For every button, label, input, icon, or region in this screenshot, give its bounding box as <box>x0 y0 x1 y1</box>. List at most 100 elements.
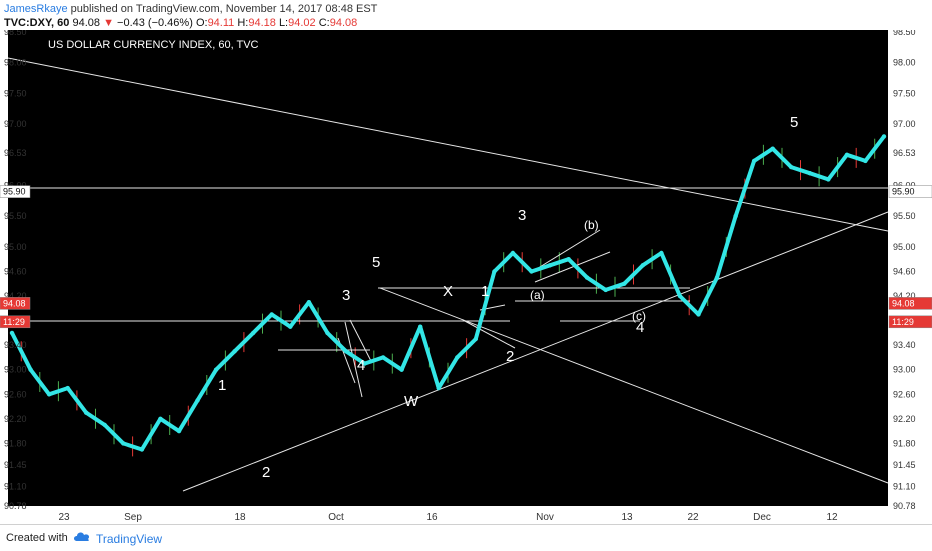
y-tick-right: 91.10 <box>893 481 916 491</box>
channel-b-upper <box>534 229 601 271</box>
price-point <box>807 171 812 176</box>
y-tick-right: 91.80 <box>893 438 916 448</box>
low-value: 94.02 <box>288 17 316 29</box>
y-tick-left: 91.80 <box>4 438 27 448</box>
y-tick-left: 93.40 <box>4 340 27 350</box>
price-flag: 94.08 <box>888 297 932 310</box>
price-point <box>547 263 553 268</box>
y-tick-right: 94.20 <box>893 291 916 301</box>
y-tick-left: 92.20 <box>4 414 27 424</box>
fan-line-3 <box>349 319 373 364</box>
price-chart[interactable]: US DOLLAR CURRENCY INDEX, 60, TVC 1 2 3 … <box>0 30 932 524</box>
wave-label-1b: 1 <box>481 283 489 300</box>
price-point <box>622 281 627 286</box>
y-tick-right: 90.78 <box>893 501 916 511</box>
wave-label-3: 3 <box>342 287 350 304</box>
wave-label-x: X <box>443 283 453 300</box>
fan-line-1 <box>344 321 363 398</box>
price-flag-box <box>888 185 932 198</box>
x-axis[interactable]: 23 Sep 18 Oct 16 Nov 13 22 Dec 12 <box>58 512 838 523</box>
series-layer <box>9 134 887 452</box>
price-point <box>139 447 145 452</box>
trendlines <box>7 57 889 492</box>
last-price: 94.08 <box>72 17 101 29</box>
close-value: 94.08 <box>329 17 358 29</box>
price-flag: 11:29 <box>888 315 932 329</box>
y-tick-right: 98.50 <box>893 30 916 37</box>
price-flag-label: 95.90 <box>3 187 26 197</box>
wave-label-b: (b) <box>584 218 599 232</box>
x-tick: Nov <box>536 512 554 523</box>
x-tick: 13 <box>621 512 633 523</box>
price-flags: 95.90 95.90 94.08 94.08 11:29 11:29 <box>0 185 932 329</box>
price-point <box>102 422 108 428</box>
price-flag: 94.08 <box>0 297 31 310</box>
price-point <box>844 152 850 157</box>
wave-label-4: 4 <box>357 357 365 374</box>
price-point <box>677 293 683 299</box>
price-flag-label: 95.90 <box>892 187 915 197</box>
price-point <box>714 275 720 280</box>
y-tick-left: 92.60 <box>4 389 27 399</box>
y-tick-left: 97.00 <box>4 119 27 129</box>
y-tick-left: 90.78 <box>4 501 27 511</box>
wave-label-a: (a) <box>530 288 545 302</box>
y-tick-right: 97.50 <box>893 88 916 98</box>
price-point <box>733 214 738 219</box>
price-point <box>380 355 386 360</box>
price-point <box>863 158 868 164</box>
x-tick: 18 <box>234 512 246 523</box>
wave-label-3b: 3 <box>518 207 526 224</box>
tradingview-brand: TradingView <box>96 532 163 546</box>
chart-title: US DOLLAR CURRENCY INDEX, 60, TVC <box>48 39 259 51</box>
symbol-label: TVC:DXY, 60 <box>4 17 70 29</box>
x-tick: Sep <box>124 512 142 523</box>
low-label: L: <box>278 17 289 29</box>
price-point <box>529 269 534 274</box>
y-tick-right: 96.53 <box>893 148 916 158</box>
price-point <box>362 361 367 366</box>
open-label: O: <box>195 17 208 29</box>
author-link[interactable]: JamesRkaye <box>4 3 68 15</box>
price-flag-box <box>888 297 932 310</box>
open-value: 94.11 <box>207 17 235 29</box>
price-point <box>288 324 293 329</box>
price-point <box>46 392 52 397</box>
dxy-price-line <box>10 135 886 452</box>
y-tick-right: 91.45 <box>893 460 916 470</box>
chart-header: JamesRkaye published on TradingView.com,… <box>4 2 928 30</box>
high-label: H: <box>237 17 249 29</box>
close-label: C: <box>318 17 330 29</box>
price-flag-label: 94.08 <box>3 298 26 308</box>
price-change: −0.43 (−0.46%) <box>117 17 193 29</box>
x-tick: Dec <box>753 512 771 523</box>
price-point <box>492 269 497 274</box>
y-tick-left: 95.50 <box>4 211 27 221</box>
wave-label-2: 2 <box>262 464 270 481</box>
wave-labels: 1 2 3 4 5 W X 1 2 3 (a) (b) (c) 4 5 <box>218 114 798 481</box>
price-flag-box <box>888 315 932 329</box>
price-point <box>603 287 608 293</box>
price-flag: 95.90 <box>0 185 31 198</box>
price-point <box>789 164 794 170</box>
high-value: 94.18 <box>248 17 276 29</box>
tradingview-logo[interactable]: TradingView <box>72 529 162 546</box>
price-point <box>269 312 274 317</box>
price-point <box>455 355 460 360</box>
y-tick-right: 95.50 <box>893 211 916 221</box>
price-point <box>399 367 404 372</box>
y-tick-right: 95.00 <box>893 242 916 252</box>
x-tick: 12 <box>826 512 838 523</box>
y-tick-left: 95.00 <box>4 242 27 252</box>
y-tick-right: 97.00 <box>893 119 916 129</box>
published-text: published on TradingView.com, November 1… <box>70 3 378 15</box>
price-point <box>176 428 182 434</box>
price-flag: 11:29 <box>0 315 31 329</box>
price-point <box>325 330 330 336</box>
y-tick-left: 94.20 <box>4 291 27 301</box>
chart-plot-area[interactable] <box>8 30 888 506</box>
down-arrow-icon: ▼ <box>103 17 114 29</box>
channel-b-lower <box>534 251 611 283</box>
wave-label-2b: 2 <box>506 348 514 365</box>
price-point <box>770 146 775 151</box>
